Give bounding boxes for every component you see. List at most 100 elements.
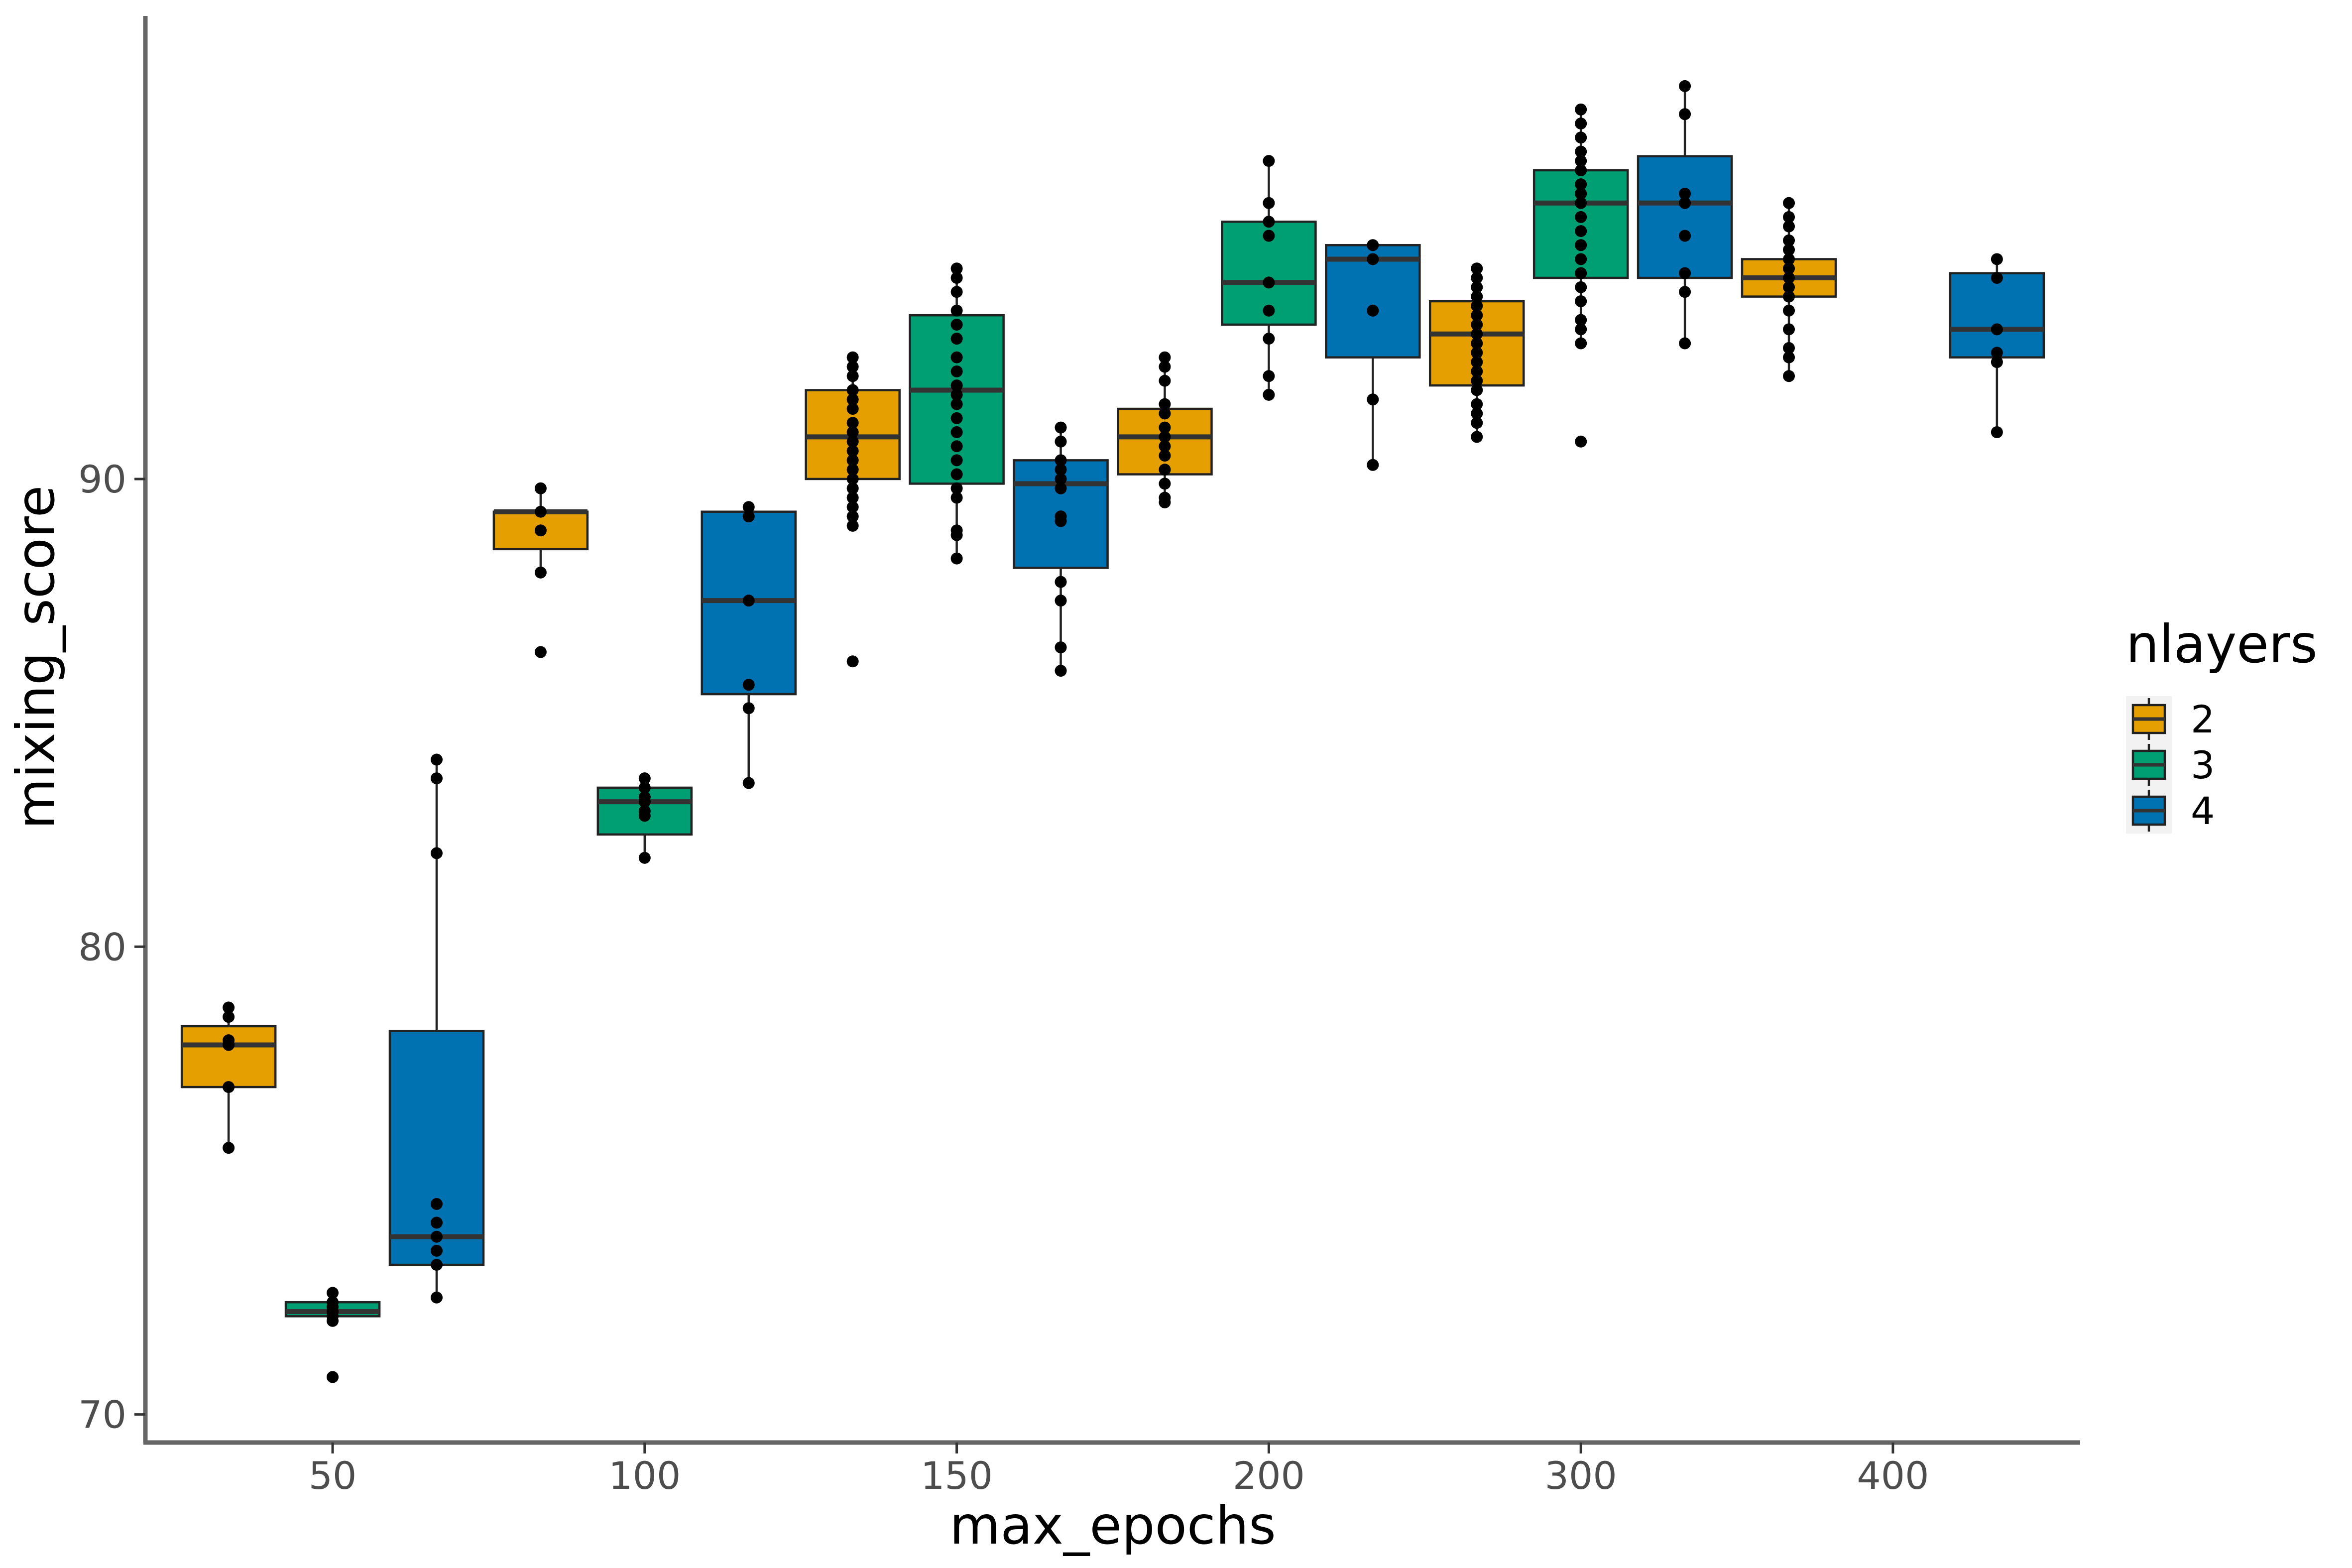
data-point [1575, 239, 1587, 251]
y-axis-title: mixing_score [5, 485, 66, 830]
data-point [1471, 374, 1483, 387]
data-point [534, 646, 547, 658]
data-point [846, 361, 859, 373]
data-point [950, 286, 963, 298]
data-point [430, 847, 443, 859]
data-point [1575, 164, 1587, 176]
data-point [1471, 309, 1483, 322]
data-point [846, 435, 859, 448]
data-point [1471, 431, 1483, 443]
data-point [846, 403, 859, 415]
data-point [1367, 393, 1379, 406]
data-point [1471, 290, 1483, 303]
box-body [1949, 272, 2045, 359]
data-point [742, 510, 755, 523]
x-tick-label: 150 [921, 1453, 993, 1498]
data-point [1575, 187, 1587, 200]
data-point [1783, 220, 1795, 233]
data-point [638, 810, 651, 822]
axes-layer [143, 16, 2080, 1445]
data-point [1263, 304, 1275, 317]
data-point [950, 262, 963, 275]
box-body [1325, 244, 1421, 359]
data-point [430, 1244, 443, 1257]
data-point [1575, 155, 1587, 167]
data-point [846, 384, 859, 396]
data-point [430, 1291, 443, 1304]
data-point [1783, 197, 1795, 209]
data-point [223, 1001, 235, 1014]
data-point [1575, 118, 1587, 130]
data-point [1783, 243, 1795, 256]
x-axis-title: max_epochs [949, 1495, 1276, 1556]
x-tick-label: 300 [1545, 1453, 1617, 1498]
data-point [1263, 276, 1275, 289]
data-point [1783, 342, 1795, 354]
legend-label: 3 [2191, 743, 2215, 787]
data-point [950, 552, 963, 565]
data-point [846, 426, 859, 439]
data-point [1575, 295, 1587, 307]
data-point [1783, 281, 1795, 293]
data-point [950, 304, 963, 317]
data-point [1991, 253, 2003, 265]
data-point [1263, 333, 1275, 345]
legend-key-3: 3 [2126, 742, 2215, 788]
data-point [1263, 155, 1275, 167]
data-point [1159, 407, 1171, 420]
box-50-nlayers-3 [284, 1287, 381, 1383]
y-tick-label: 70 [78, 1393, 126, 1437]
data-point [223, 1081, 235, 1093]
data-point [846, 370, 859, 382]
data-point [950, 440, 963, 453]
data-point [1575, 281, 1587, 293]
data-point [327, 1371, 339, 1383]
box-300-nlayers-2 [1428, 262, 1525, 443]
box-50-nlayers-4 [388, 753, 485, 1304]
data-point [223, 1011, 235, 1023]
data-point [534, 566, 547, 579]
data-point [1055, 595, 1067, 607]
x-tick-label: 50 [309, 1453, 357, 1498]
boxes-layer [180, 80, 2045, 1383]
x-tick-label: 100 [608, 1453, 681, 1498]
x-tick-label: 400 [1857, 1453, 1929, 1498]
data-point [223, 1039, 235, 1051]
box-100-nlayers-2 [492, 482, 589, 658]
data-point [534, 524, 547, 537]
data-point [950, 491, 963, 504]
data-point [1471, 398, 1483, 410]
data-point [742, 501, 755, 513]
data-point [742, 679, 755, 691]
data-point [1991, 347, 2003, 359]
data-point [950, 333, 963, 345]
data-point [1783, 304, 1795, 317]
data-point [1471, 356, 1483, 368]
legend-label: 4 [2191, 789, 2215, 833]
data-point [1471, 384, 1483, 396]
data-point [1679, 80, 1691, 92]
data-point [1575, 337, 1587, 350]
data-point [1159, 449, 1171, 462]
data-point [1263, 197, 1275, 209]
data-point [1055, 576, 1067, 588]
data-point [1055, 641, 1067, 654]
data-point [742, 595, 755, 607]
data-point [846, 351, 859, 363]
data-point [1471, 407, 1483, 420]
data-point [1159, 398, 1171, 410]
box-body [388, 1030, 485, 1266]
data-point [1159, 496, 1171, 508]
data-point [1367, 253, 1379, 265]
box-100-nlayers-3 [596, 772, 693, 864]
data-point [1159, 431, 1171, 443]
box-150-nlayers-2 [805, 351, 901, 668]
data-point [1783, 253, 1795, 265]
data-point [1575, 211, 1587, 223]
data-point [846, 464, 859, 476]
data-point [846, 655, 859, 668]
data-point [1159, 361, 1171, 373]
data-point [327, 1315, 339, 1327]
data-point [1679, 267, 1691, 279]
data-point [1471, 318, 1483, 331]
